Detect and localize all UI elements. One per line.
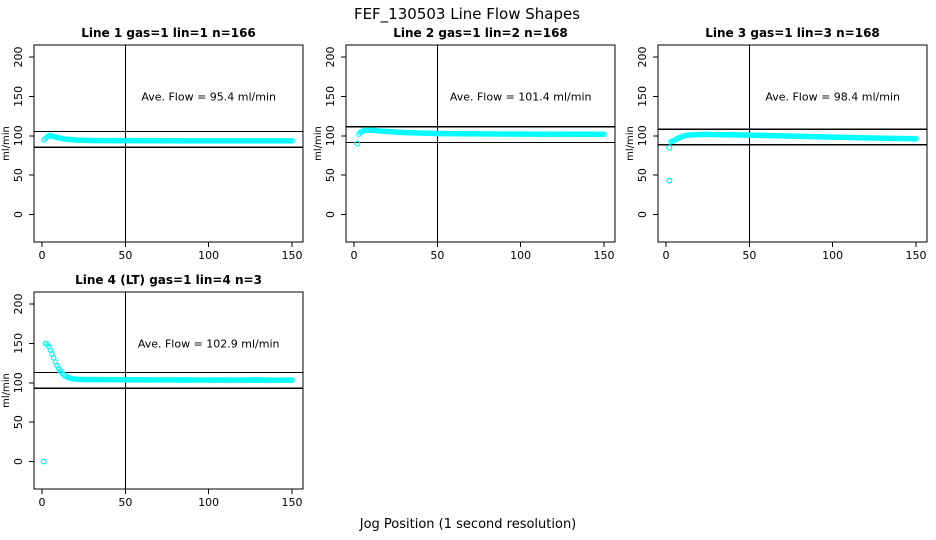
y-tick-label: 200 (636, 47, 649, 68)
y-tick-label: 50 (324, 168, 337, 182)
y-tick-label: 200 (12, 47, 25, 68)
outlier-point (40, 458, 47, 465)
y-tick-label: 50 (12, 168, 25, 182)
x-tick-label: 100 (510, 249, 531, 262)
y-axis: 0 50 100 150 200 (636, 47, 658, 218)
x-tick-label: 0 (39, 249, 46, 262)
y-axis-label: ml/min (625, 126, 636, 161)
y-tick-label: 100 (324, 125, 337, 146)
y-tick-label: 0 (12, 458, 25, 465)
outlier-point (354, 140, 361, 147)
y-axis-label: ml/min (1, 373, 12, 408)
y-tick-label: 0 (12, 211, 25, 218)
panel-title: Line 1 gas=1 lin=1 n=166 (81, 26, 256, 40)
x-tick-label: 0 (663, 249, 670, 262)
data-points (40, 340, 295, 465)
plot-box (33, 291, 304, 490)
y-tick-label: 50 (636, 168, 649, 182)
outlier-point (666, 177, 673, 184)
x-tick-label: 100 (822, 249, 843, 262)
ave-flow-annotation: Ave. Flow = 95.4 ml/min (141, 90, 276, 103)
panel-line-4: 0 50 100 150 0 50 100 150 200 ml/min Line 4 (LT) g… (1, 273, 304, 509)
panels-group: 0 50 100 150 0 50 100 150 200 ml/min Line 1 gas=1 … (1, 26, 928, 509)
y-tick-label: 0 (636, 211, 649, 218)
data-point (289, 137, 295, 144)
y-tick-label: 0 (324, 211, 337, 218)
data-points (666, 131, 919, 184)
panel-title: Line 3 gas=1 lin=3 n=168 (705, 26, 880, 40)
panel-line-2: 0 50 100 150 0 50 100 150 200 ml/min Line 2 gas=1 … (313, 26, 616, 262)
x-tick-label: 50 (430, 249, 444, 262)
data-point (601, 131, 607, 138)
y-axis: 0 50 100 150 200 (12, 294, 34, 465)
ave-flow-annotation: Ave. Flow = 101.4 ml/min (450, 90, 592, 103)
x-tick-label: 50 (742, 249, 756, 262)
x-tick-label: 0 (351, 249, 358, 262)
x-tick-label: 50 (118, 249, 132, 262)
ave-flow-annotation: Ave. Flow = 98.4 ml/min (765, 90, 900, 103)
y-axis: 0 50 100 150 200 (324, 47, 346, 218)
y-tick-label: 100 (636, 125, 649, 146)
main-title: FEF_130503 Line Flow Shapes (354, 5, 580, 24)
y-axis-label: ml/min (313, 126, 324, 161)
plot-box (657, 44, 928, 243)
x-tick-label: 100 (198, 496, 219, 509)
y-tick-label: 150 (636, 86, 649, 107)
y-axis: 0 50 100 150 200 (12, 47, 34, 218)
x-axis: 0 50 100 150 (39, 489, 303, 509)
data-points (40, 132, 295, 144)
y-axis-label: ml/min (1, 126, 12, 161)
plot-box (345, 44, 616, 243)
y-tick-label: 200 (324, 47, 337, 68)
x-tick-label: 0 (39, 496, 46, 509)
x-axis: 0 50 100 150 (663, 242, 927, 262)
x-tick-label: 150 (594, 249, 615, 262)
panel-line-3: 0 50 100 150 0 50 100 150 200 ml/min Line 3 gas=1 … (625, 26, 928, 262)
panel-title: Line 4 (LT) gas=1 lin=4 n=3 (75, 273, 262, 287)
data-points (354, 127, 607, 147)
y-tick-label: 50 (12, 415, 25, 429)
y-tick-label: 200 (12, 294, 25, 315)
y-tick-label: 100 (12, 372, 25, 393)
x-tick-label: 150 (282, 496, 303, 509)
x-tick-label: 100 (198, 249, 219, 262)
x-tick-label: 150 (906, 249, 927, 262)
data-point (289, 377, 295, 383)
x-axis: 0 50 100 150 (351, 242, 615, 262)
x-axis: 0 50 100 150 (39, 242, 303, 262)
outlier-point (666, 144, 673, 151)
panel-title: Line 2 gas=1 lin=2 n=168 (393, 26, 568, 40)
y-tick-label: 100 (12, 125, 25, 146)
y-tick-label: 150 (12, 333, 25, 354)
x-tick-label: 150 (282, 249, 303, 262)
x-tick-label: 50 (118, 496, 132, 509)
y-tick-label: 150 (12, 86, 25, 107)
panel-line-1: 0 50 100 150 0 50 100 150 200 ml/min Line 1 gas=1 … (1, 26, 304, 262)
data-point (913, 135, 919, 142)
x-axis-global-label: Jog Position (1 second resolution) (359, 517, 577, 532)
plot-box (33, 44, 304, 243)
y-tick-label: 150 (324, 86, 337, 107)
ave-flow-annotation: Ave. Flow = 102.9 ml/min (138, 337, 280, 350)
